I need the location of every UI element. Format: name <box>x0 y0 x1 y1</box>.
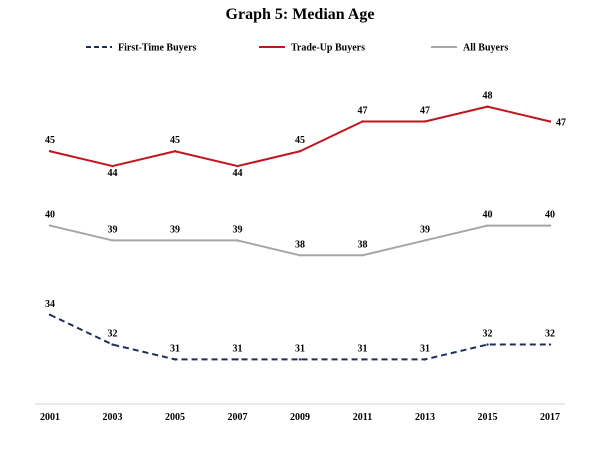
legend-label-first-time-buyers: First-Time Buyers <box>118 43 197 54</box>
data-point-all-buyers-2001 <box>48 224 52 227</box>
x-tick-label-2005: 2005 <box>165 412 185 423</box>
data-point-trade-up-buyers-2013 <box>423 120 427 123</box>
data-point-first-time-buyers-2007 <box>236 358 239 361</box>
data-point-all-buyers-2003 <box>111 239 114 242</box>
data-point-trade-up-buyers-2015 <box>486 105 489 108</box>
data-point-first-time-buyers-2003 <box>111 343 114 346</box>
legend-label-trade-up-buyers: Trade-Up Buyers <box>291 43 365 54</box>
data-point-first-time-buyers-2017 <box>548 343 552 346</box>
data-label-first-time-buyers-2011: 31 <box>358 343 368 354</box>
data-label-trade-up-buyers-2007: 44 <box>233 168 243 179</box>
data-label-first-time-buyers-2007: 31 <box>233 343 243 354</box>
data-label-trade-up-buyers-2017: 47 <box>556 117 566 128</box>
x-tick-label-2013: 2013 <box>415 412 435 423</box>
data-label-all-buyers-2013: 39 <box>420 224 430 235</box>
data-label-all-buyers-2005: 39 <box>170 224 180 235</box>
data-point-trade-up-buyers-2003 <box>111 164 114 168</box>
data-label-trade-up-buyers-2005: 45 <box>170 135 180 146</box>
data-point-trade-up-buyers-2011 <box>361 120 364 123</box>
data-label-trade-up-buyers-2009: 45 <box>295 135 305 146</box>
data-point-trade-up-buyers-2001 <box>48 150 52 153</box>
data-label-trade-up-buyers-2011: 47 <box>358 105 368 116</box>
data-label-trade-up-buyers-2015: 48 <box>483 91 493 102</box>
x-tick-label-2009: 2009 <box>290 412 310 423</box>
data-label-trade-up-buyers-2003: 44 <box>108 168 118 179</box>
data-point-all-buyers-2011 <box>361 254 364 257</box>
series-line-first-time-buyers <box>49 313 550 361</box>
data-point-all-buyers-2015 <box>486 224 489 227</box>
data-point-all-buyers-2013 <box>423 239 427 242</box>
data-label-first-time-buyers-2003: 32 <box>108 329 118 340</box>
data-point-all-buyers-2007 <box>236 239 239 242</box>
data-label-all-buyers-2001: 40 <box>45 210 55 221</box>
data-label-first-time-buyers-2005: 31 <box>170 343 180 354</box>
data-point-all-buyers-2017 <box>548 224 552 227</box>
data-point-first-time-buyers-2015 <box>486 343 489 346</box>
x-tick-label-2001: 2001 <box>40 412 60 423</box>
data-point-all-buyers-2009 <box>298 254 302 257</box>
data-point-first-time-buyers-2011 <box>361 358 364 361</box>
x-tick-label-2017: 2017 <box>540 412 560 423</box>
data-point-trade-up-buyers-2009 <box>298 150 302 153</box>
x-tick-label-2007: 2007 <box>228 412 248 423</box>
x-tick-label-2011: 2011 <box>353 412 372 423</box>
data-point-trade-up-buyers-2007 <box>236 164 239 168</box>
data-label-all-buyers-2003: 39 <box>108 224 118 235</box>
data-point-trade-up-buyers-2005 <box>173 150 177 153</box>
data-label-first-time-buyers-2017: 32 <box>545 329 555 340</box>
x-tick-label-2003: 2003 <box>103 412 123 423</box>
data-label-all-buyers-2015: 40 <box>483 210 493 221</box>
data-label-first-time-buyers-2001: 34 <box>45 299 55 310</box>
data-label-trade-up-buyers-2013: 47 <box>420 105 430 116</box>
data-label-all-buyers-2017: 40 <box>545 210 555 221</box>
legend-label-all-buyers: All Buyers <box>463 43 508 54</box>
data-label-all-buyers-2007: 39 <box>233 224 243 235</box>
data-label-all-buyers-2011: 38 <box>358 239 368 250</box>
data-label-first-time-buyers-2015: 32 <box>483 329 493 340</box>
data-label-first-time-buyers-2009: 31 <box>295 343 305 354</box>
data-label-first-time-buyers-2013: 31 <box>420 343 430 354</box>
data-point-first-time-buyers-2009 <box>298 358 302 361</box>
data-point-first-time-buyers-2013 <box>423 358 427 361</box>
data-point-first-time-buyers-2005 <box>173 358 177 361</box>
data-point-all-buyers-2005 <box>173 239 177 242</box>
data-label-trade-up-buyers-2001: 45 <box>45 135 55 146</box>
data-point-first-time-buyers-2001 <box>48 313 52 316</box>
data-label-all-buyers-2009: 38 <box>295 239 305 250</box>
chart-title: Graph 5: Median Age <box>225 6 375 23</box>
data-point-trade-up-buyers-2017 <box>548 120 552 123</box>
x-tick-label-2015: 2015 <box>478 412 498 423</box>
